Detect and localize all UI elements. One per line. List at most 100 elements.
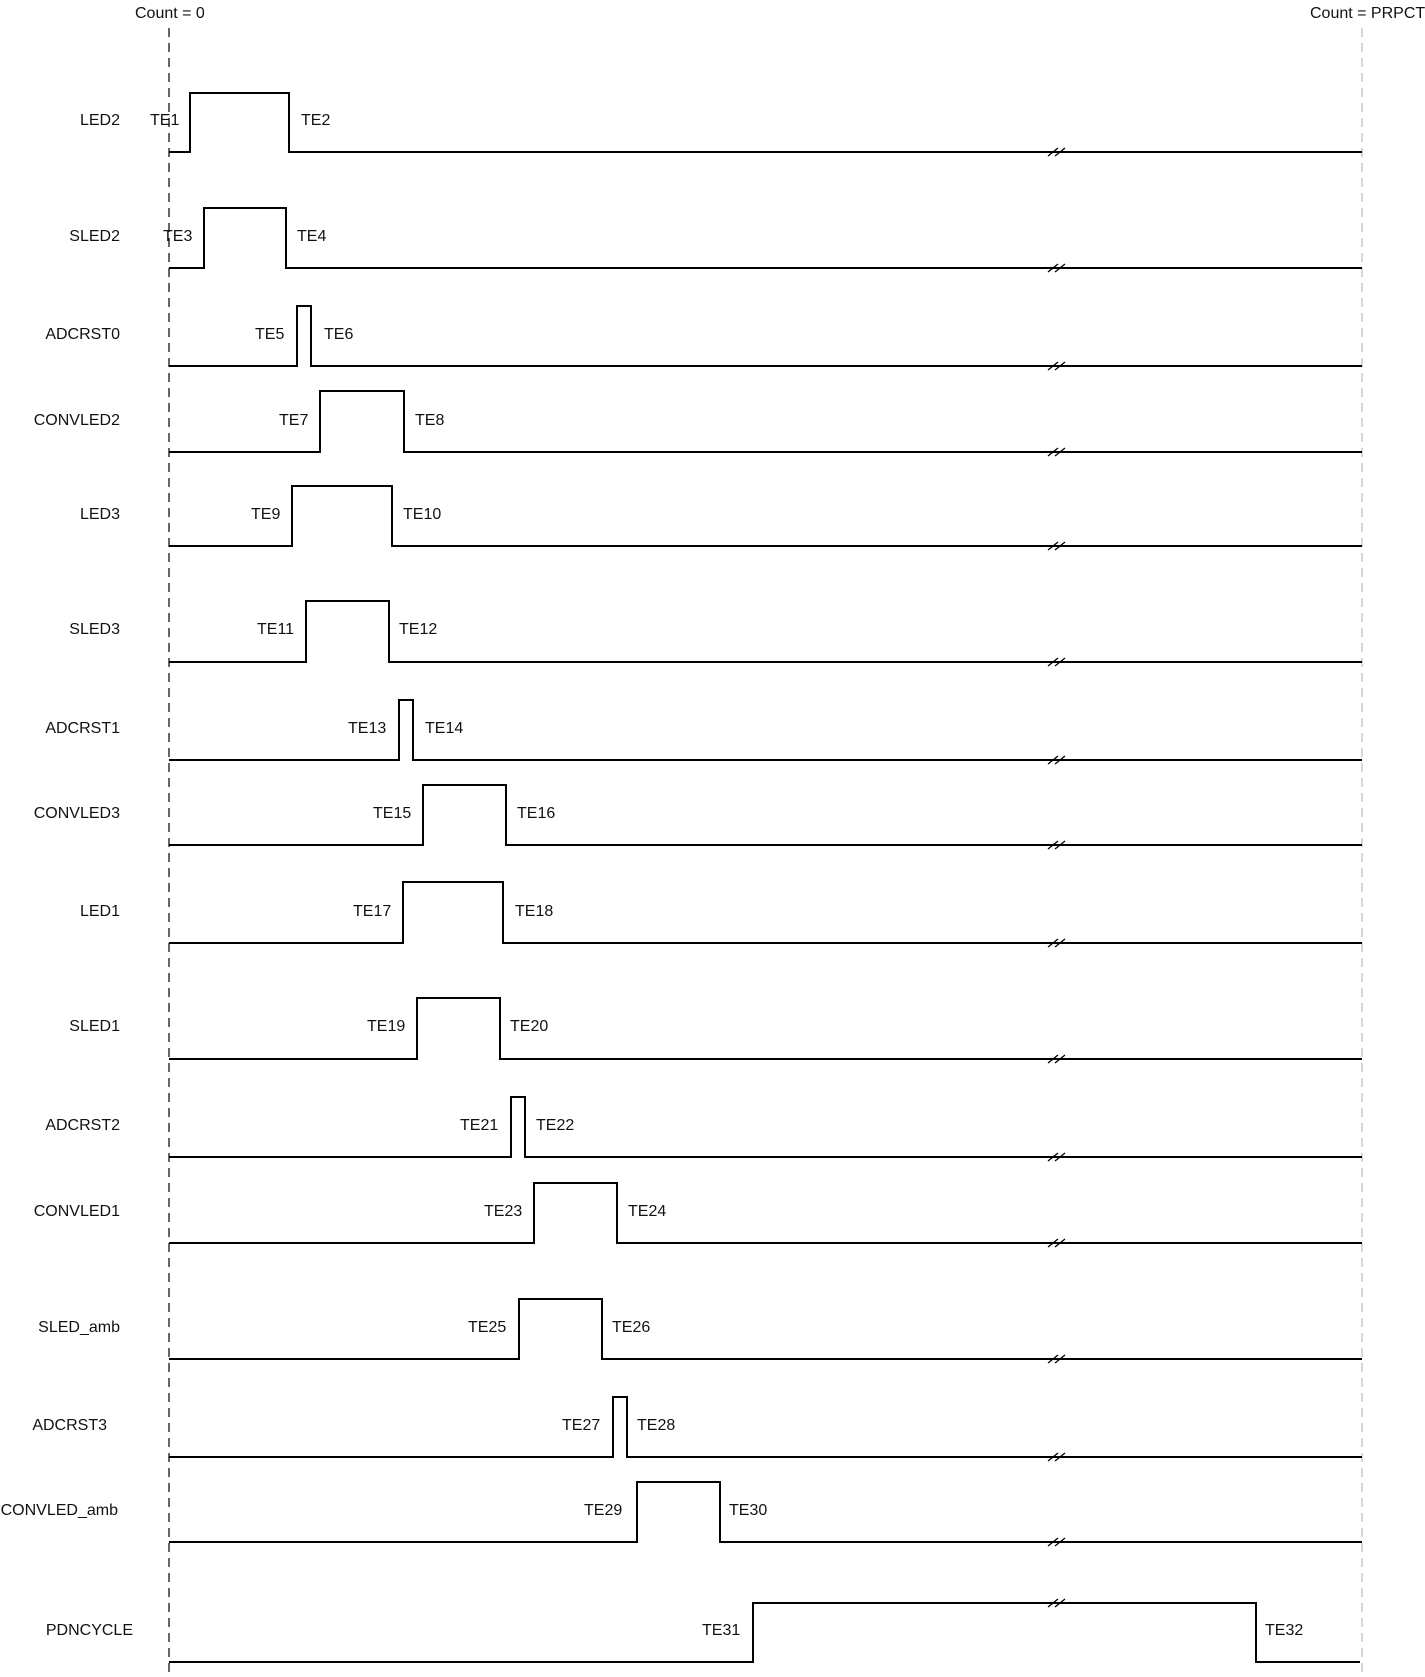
- fall-edge-label: TE10: [403, 506, 441, 523]
- axis-break-mark: [1047, 840, 1059, 850]
- signal-waveform: [169, 92, 1362, 153]
- rise-edge-label: TE31: [702, 1622, 740, 1639]
- fall-edge-label: TE4: [297, 228, 326, 245]
- axis-break-mark: [1054, 1354, 1066, 1364]
- signal-waveform: [169, 997, 1362, 1060]
- signal-row-convled-amb: CONVLED_amb TE29 TE30: [1, 1481, 1362, 1547]
- rise-edge-label: TE13: [348, 720, 386, 737]
- rise-edge-label: TE17: [353, 903, 391, 920]
- fall-edge-label: TE22: [536, 1117, 574, 1134]
- fall-edge-label: TE24: [628, 1203, 666, 1220]
- signal-row-pdncycle: PDNCYCLE TE31 TE32: [46, 1598, 1360, 1663]
- fall-edge-label: TE18: [515, 903, 553, 920]
- signal-name: SLED_amb: [38, 1319, 120, 1336]
- signal-waveform: [169, 881, 1362, 944]
- signal-name: SLED2: [69, 228, 120, 245]
- rise-edge-label: TE19: [367, 1018, 405, 1035]
- signal-waveform: [169, 1182, 1362, 1244]
- rise-edge-label: TE15: [373, 805, 411, 822]
- rise-edge-label: TE7: [279, 412, 308, 429]
- signal-row-convled3: CONVLED3 TE15 TE16: [34, 784, 1362, 850]
- signal-waveform: [169, 1481, 1362, 1543]
- signal-name: CONVLED2: [34, 412, 120, 429]
- signal-waveform: [169, 600, 1362, 663]
- signal-row-adcrst2: ADCRST2 TE21 TE22: [45, 1096, 1362, 1162]
- signal-row-led1: LED1 TE17 TE18: [80, 881, 1362, 948]
- axis-break-mark: [1047, 147, 1059, 157]
- axis-break-mark: [1047, 1537, 1059, 1547]
- signal-waveform: [169, 207, 1362, 269]
- fall-edge-label: TE28: [637, 1417, 675, 1434]
- axis-break-mark: [1054, 657, 1066, 667]
- axis-break-mark: [1054, 840, 1066, 850]
- axis-break-mark: [1047, 657, 1059, 667]
- signal-name: ADCRST0: [45, 326, 120, 343]
- axis-break-mark: [1054, 541, 1066, 551]
- fall-edge-label: TE8: [415, 412, 444, 429]
- fall-edge-label: TE26: [612, 1319, 650, 1336]
- fall-edge-label: TE12: [399, 621, 437, 638]
- signal-row-adcrst3: ADCRST3 TE27 TE28: [32, 1396, 1362, 1462]
- axis-break-mark: [1047, 938, 1059, 948]
- signal-waveform: [169, 1298, 1362, 1360]
- signal-row-sled-amb: SLED_amb TE25 TE26: [38, 1298, 1362, 1364]
- axis-break-mark: [1054, 263, 1066, 273]
- signal-name: ADCRST1: [45, 720, 120, 737]
- signal-row-convled2: CONVLED2 TE7 TE8: [34, 390, 1362, 457]
- signal-row-sled2: SLED2 TE3 TE4: [69, 207, 1362, 273]
- signal-row-led3: LED3 TE9 TE10: [80, 485, 1362, 551]
- rise-edge-label: TE11: [257, 621, 294, 638]
- signal-name: CONVLED3: [34, 805, 120, 822]
- rise-edge-label: TE9: [251, 506, 280, 523]
- axis-break-mark: [1047, 1054, 1059, 1064]
- fall-edge-label: TE20: [510, 1018, 548, 1035]
- signal-name: ADCRST2: [45, 1117, 120, 1134]
- fall-edge-label: TE16: [517, 805, 555, 822]
- rise-edge-label: TE3: [163, 228, 192, 245]
- axis-break-mark: [1054, 1537, 1066, 1547]
- axis-break-mark: [1054, 755, 1066, 765]
- fall-edge-label: TE2: [301, 112, 330, 129]
- signal-row-sled3: SLED3 TE11 TE12: [69, 600, 1362, 667]
- axis-break-mark: [1054, 1054, 1066, 1064]
- signal-waveform: [169, 784, 1362, 846]
- axis-break-mark: [1054, 147, 1066, 157]
- signal-row-adcrst1: ADCRST1 TE13 TE14: [45, 699, 1362, 765]
- signal-waveform: [169, 699, 1362, 761]
- axis-break-mark: [1047, 541, 1059, 551]
- axis-break-mark: [1054, 1152, 1066, 1162]
- axis-break-mark: [1047, 447, 1059, 457]
- axis-break-mark: [1047, 263, 1059, 273]
- signal-name: SLED1: [69, 1018, 120, 1035]
- signal-row-adcrst0: ADCRST0 TE5 TE6: [45, 305, 1362, 371]
- signal-rows: LED2 TE1 TE2 SLED2 TE3 TE4 ADCRST0 TE5 TE6 CONVLE…: [1, 92, 1362, 1663]
- signal-waveform: [169, 1602, 1360, 1663]
- signal-waveform: [169, 485, 1362, 547]
- fall-edge-label: TE32: [1265, 1622, 1303, 1639]
- axis-break-mark: [1047, 1354, 1059, 1364]
- signal-waveform: [169, 390, 1362, 453]
- axis-break-mark: [1047, 755, 1059, 765]
- signal-row-convled1: CONVLED1 TE23 TE24: [34, 1182, 1362, 1248]
- rise-edge-label: TE1: [150, 112, 179, 129]
- fall-edge-label: TE30: [729, 1502, 767, 1519]
- axis-break-mark: [1047, 1452, 1059, 1462]
- rise-edge-label: TE27: [562, 1417, 600, 1434]
- axis-break-mark: [1047, 361, 1059, 371]
- fall-edge-label: TE6: [324, 326, 353, 343]
- axis-break-mark: [1054, 938, 1066, 948]
- signal-name: PDNCYCLE: [46, 1622, 133, 1639]
- axis-break-mark: [1047, 1152, 1059, 1162]
- rise-edge-label: TE21: [460, 1117, 498, 1134]
- signal-row-sled1: SLED1 TE19 TE20: [69, 997, 1362, 1064]
- fall-edge-label: TE14: [425, 720, 463, 737]
- signal-row-led2: LED2 TE1 TE2: [80, 92, 1362, 157]
- count-end-label: Count = PRPCT: [1310, 5, 1425, 22]
- signal-name: SLED3: [69, 621, 120, 638]
- rise-edge-label: TE29: [584, 1502, 622, 1519]
- signal-name: LED3: [80, 506, 120, 523]
- signal-name: LED1: [80, 903, 120, 920]
- signal-name: LED2: [80, 112, 120, 129]
- signal-name: ADCRST3: [32, 1417, 107, 1434]
